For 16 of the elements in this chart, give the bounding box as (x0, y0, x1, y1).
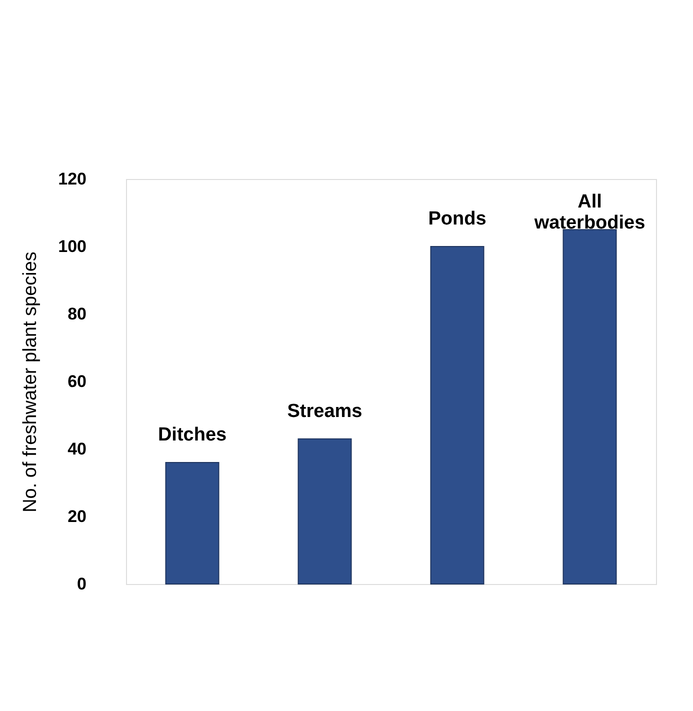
y-axis-title: No. of freshwater plant species (20, 252, 42, 512)
x-tick-label: Streams (287, 400, 362, 422)
x-tick-label: Ponds (428, 208, 486, 230)
y-tick-label: 20 (68, 507, 86, 526)
y-tick-label: 80 (68, 304, 86, 324)
y-tick-label: 100 (58, 237, 86, 256)
x-tick-label: All waterbodies (533, 192, 646, 234)
y-tick-label: 60 (68, 372, 86, 391)
y-tick-label: 40 (68, 440, 86, 458)
bar (298, 438, 352, 584)
x-tick-label: Ditches (158, 424, 227, 446)
y-tick-label: 120 (58, 170, 86, 188)
bar (165, 462, 220, 584)
y-tick-label: 0 (77, 574, 86, 594)
bar (430, 246, 484, 584)
bar (562, 229, 617, 584)
